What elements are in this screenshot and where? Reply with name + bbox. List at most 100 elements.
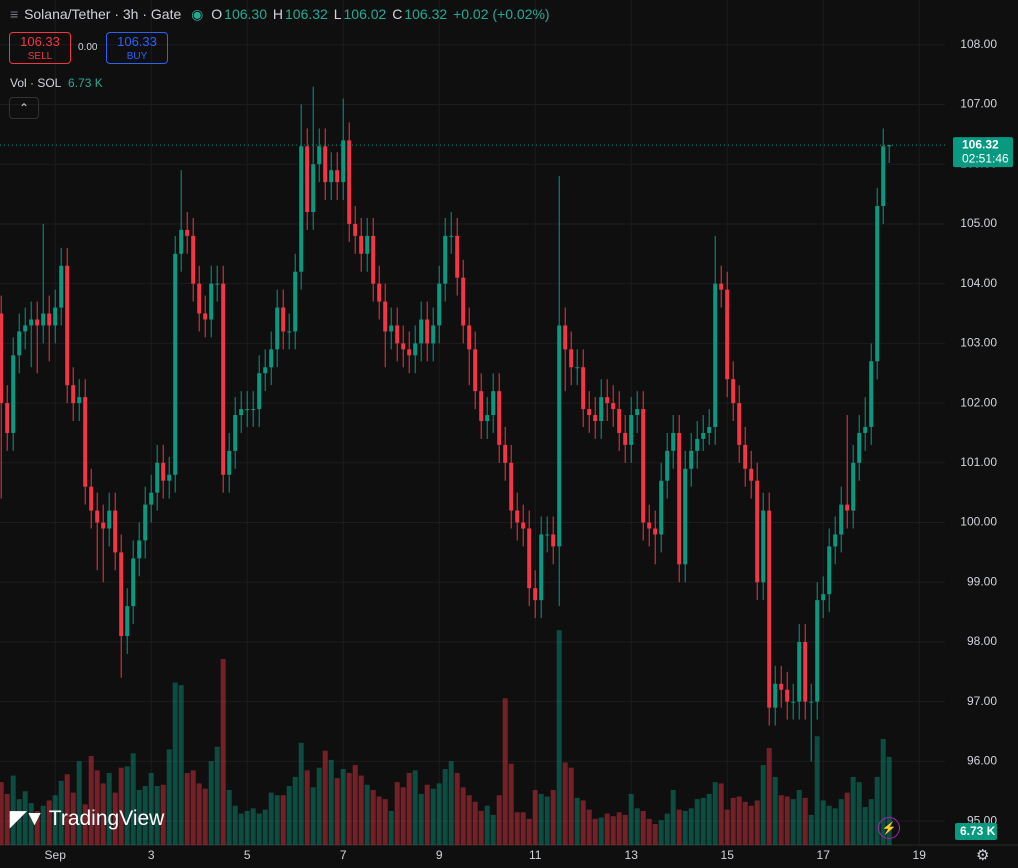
volume-bar [202, 788, 208, 845]
candle-body [713, 283, 718, 427]
volume-bar [580, 800, 586, 845]
volume-bar [874, 776, 880, 845]
candle-body [377, 283, 382, 302]
volume-bar [868, 799, 874, 845]
candle-body [365, 235, 370, 254]
logo-text: TradingView [48, 807, 165, 830]
price-axis [945, 0, 1018, 868]
candle-body [743, 444, 748, 469]
collapse-button[interactable]: ⌃ [9, 97, 39, 119]
candle-body [887, 145, 892, 147]
y-tick-label: 98.00 [967, 634, 997, 648]
volume-bar [832, 808, 838, 845]
candle-body [473, 349, 478, 392]
candle-body [23, 325, 28, 332]
volume-bar [634, 808, 640, 845]
candle-body [425, 319, 430, 344]
volume-bar [748, 805, 754, 845]
candle-body [659, 480, 664, 535]
volume-bar [220, 658, 226, 845]
candle-body [29, 319, 34, 326]
volume-bar [796, 789, 802, 845]
y-tick-label: 107.00 [960, 97, 997, 111]
candle-body [671, 432, 676, 451]
candle-body [329, 170, 334, 183]
volume-bar [34, 810, 40, 845]
volume-value: 6.73 K [68, 76, 103, 90]
volume-bar [550, 789, 556, 845]
candle-body [527, 528, 532, 589]
x-tick-label: 3 [148, 848, 155, 862]
volume-bar [190, 770, 196, 845]
candle-body [569, 349, 574, 368]
volume-bar [850, 776, 856, 845]
candle-body [833, 534, 838, 547]
volume-bar [124, 766, 130, 845]
candle-body [443, 235, 448, 284]
volume-tag [955, 823, 997, 840]
volume-bar [820, 800, 826, 845]
volume-bar [310, 787, 316, 845]
volume-bar [196, 783, 202, 845]
buy-button[interactable]: 106.33 BUY [106, 32, 168, 64]
candle-body [119, 552, 124, 636]
volume-bar [388, 810, 394, 845]
volume-bar [652, 824, 658, 845]
o-label: O [211, 6, 223, 22]
candle-body [89, 486, 94, 511]
volume-bar [742, 801, 748, 845]
volume-bar [718, 783, 724, 845]
candle-body [413, 343, 418, 356]
sell-button[interactable]: 106.33 SELL [9, 32, 71, 64]
volume-bar [112, 792, 118, 845]
candle-body [653, 528, 658, 535]
volume-bar [430, 788, 436, 845]
volume-bar [70, 792, 76, 845]
volume-bar [598, 817, 604, 845]
volume-bar [94, 770, 100, 845]
symbol[interactable]: Solana/Tether · 3h · Gate [24, 6, 182, 22]
candle-body [467, 325, 472, 350]
candle-body [431, 325, 436, 344]
candle-body [203, 313, 208, 320]
volume-legend: Vol · SOL 6.73 K [10, 76, 103, 90]
volume-bar [322, 750, 328, 845]
l-label: L [333, 6, 342, 22]
candle-body [47, 313, 52, 326]
candle-body [815, 600, 820, 702]
candle-body [791, 701, 796, 703]
volume-bar [334, 778, 340, 845]
candle-body [563, 325, 568, 350]
volume-bar [166, 749, 172, 845]
volume-bar [280, 795, 286, 845]
volume-bar [778, 795, 784, 845]
candle-body [149, 492, 154, 505]
volume-bar [772, 776, 778, 845]
alert-icon[interactable]: ⚡ [878, 817, 900, 839]
candle-body [605, 397, 610, 404]
volume-bar [22, 791, 28, 845]
candle-body [623, 432, 628, 445]
candle-body [875, 206, 880, 362]
volume-bar [724, 809, 730, 845]
candle-body [335, 170, 340, 183]
candle-body [575, 367, 580, 369]
candle-body [491, 391, 496, 416]
candle-body [641, 409, 646, 523]
volume-bar [616, 812, 622, 845]
settings-icon[interactable]: ⚙ [976, 847, 990, 864]
volume-bar [58, 780, 64, 845]
volume-bar [694, 799, 700, 845]
spread: 0.00 [78, 42, 98, 53]
x-tick-label: 15 [721, 848, 735, 862]
volume-bar [544, 796, 550, 845]
volume-bar [532, 789, 538, 845]
volume-bar [766, 748, 772, 845]
candle-body [245, 409, 250, 411]
volume-bar [604, 813, 610, 845]
logo: ◤▼ TradingView [10, 806, 164, 831]
volume-bar [568, 767, 574, 845]
volume-bar [880, 738, 886, 845]
volume-bar [298, 742, 304, 845]
